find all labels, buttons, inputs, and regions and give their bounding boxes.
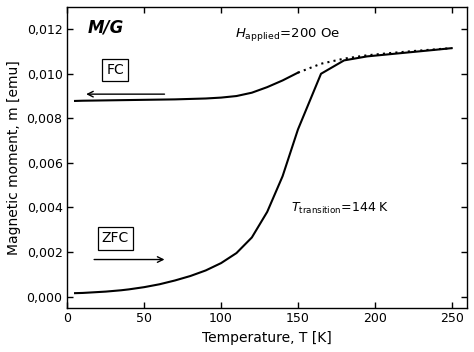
Text: $H_{\rm applied}$=200 Oe: $H_{\rm applied}$=200 Oe (235, 25, 340, 43)
Text: ZFC: ZFC (102, 232, 129, 245)
X-axis label: Temperature, T [K]: Temperature, T [K] (202, 331, 332, 345)
Text: FC: FC (107, 63, 124, 77)
Text: $T_{\rm transition}$=144 K: $T_{\rm transition}$=144 K (291, 201, 390, 216)
Y-axis label: Magnetic moment, m [emu]: Magnetic moment, m [emu] (7, 60, 21, 254)
Text: M/G: M/G (87, 19, 124, 37)
